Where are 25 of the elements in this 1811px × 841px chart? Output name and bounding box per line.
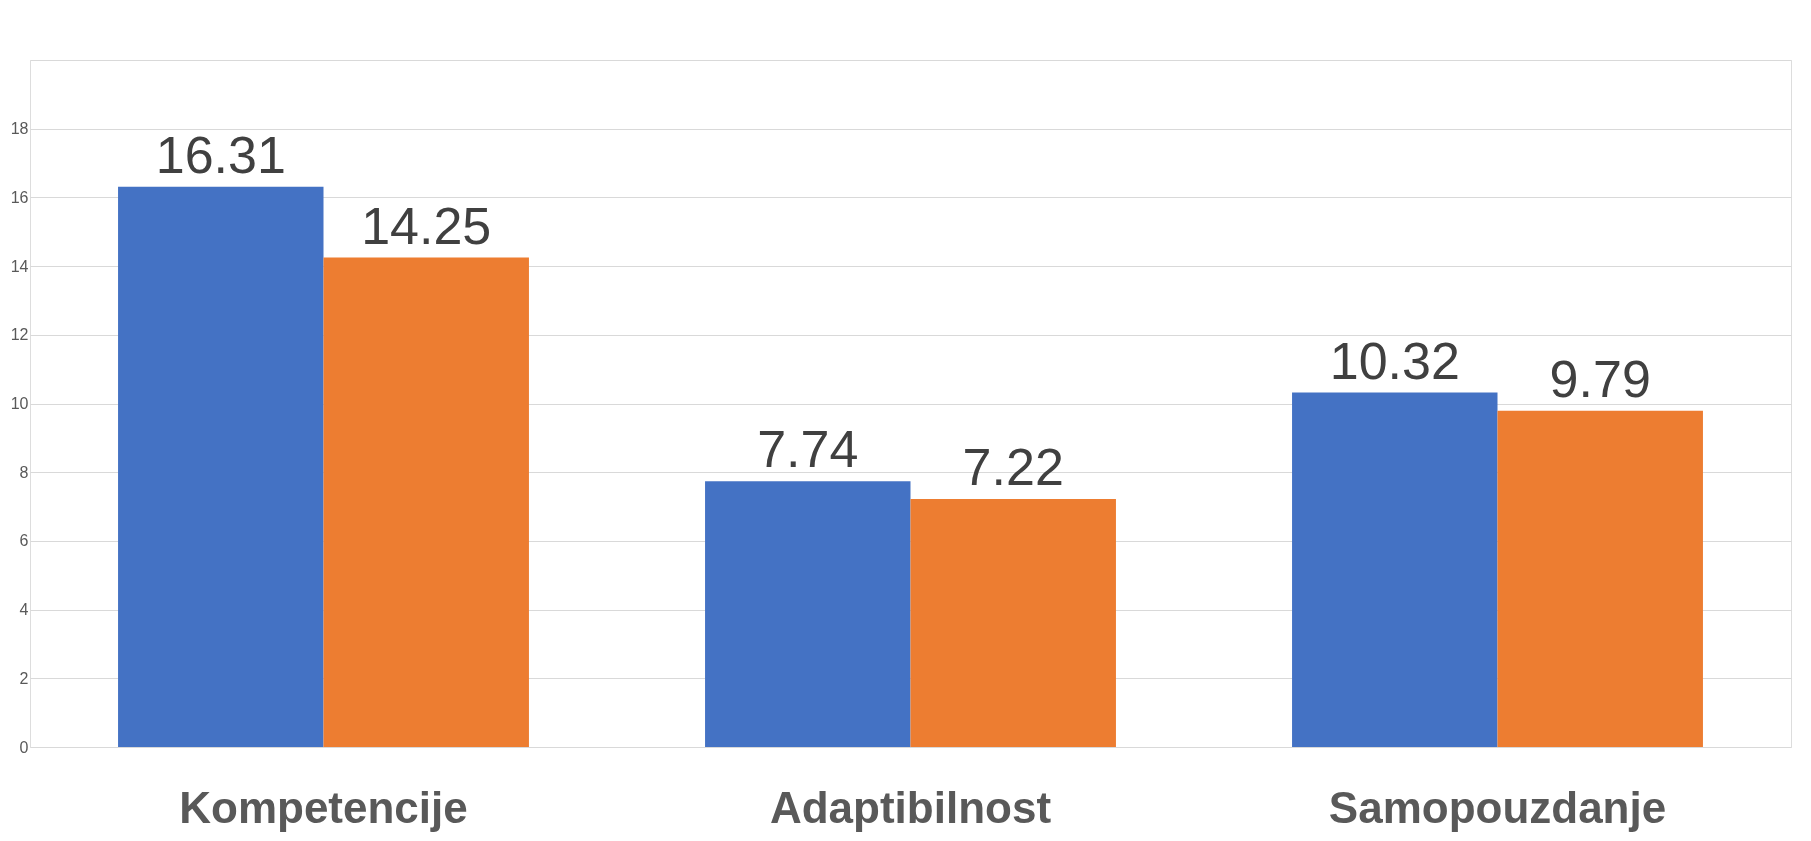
x-tick-label: Adaptibilnost bbox=[769, 782, 1052, 832]
bar bbox=[1497, 410, 1703, 747]
data-label: 9.79 bbox=[1549, 349, 1651, 408]
bar bbox=[118, 186, 324, 747]
data-label: 7.74 bbox=[757, 420, 859, 479]
x-tick-label: Kompetencije bbox=[179, 782, 468, 832]
y-tick-label: 2 bbox=[19, 669, 29, 687]
data-label: 10.32 bbox=[1329, 331, 1460, 390]
y-tick-label: 12 bbox=[10, 326, 29, 344]
y-tick-label: 16 bbox=[10, 188, 29, 206]
x-tick-label: Samopouzdanje bbox=[1328, 782, 1667, 832]
data-label: 16.31 bbox=[155, 125, 286, 184]
y-tick-label: 8 bbox=[19, 463, 29, 481]
bar bbox=[910, 498, 1116, 747]
y-tick-label: 14 bbox=[10, 257, 29, 275]
bar bbox=[705, 481, 911, 747]
y-tick-label: 4 bbox=[19, 601, 29, 619]
bar bbox=[323, 257, 529, 747]
y-tick-label: 18 bbox=[10, 120, 29, 138]
data-label: 7.22 bbox=[962, 437, 1064, 496]
data-label: 14.25 bbox=[361, 196, 492, 255]
y-tick-label: 0 bbox=[19, 738, 29, 756]
y-tick-label: 6 bbox=[19, 532, 29, 550]
y-tick-label: 10 bbox=[10, 395, 29, 412]
bar bbox=[1292, 392, 1498, 747]
